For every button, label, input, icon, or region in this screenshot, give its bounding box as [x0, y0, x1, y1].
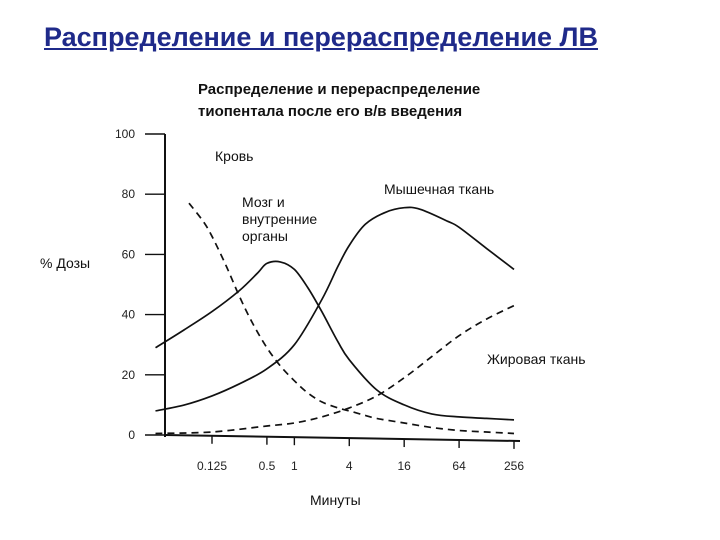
series-brain-organs-curve	[155, 260, 515, 421]
annotation-brain-organs: Мозг и внутренние органы	[242, 194, 317, 244]
y-tick-label: 60	[122, 247, 136, 261]
x-tick-label: 1	[291, 459, 298, 473]
x-tick-label: 16	[398, 459, 412, 473]
x-tick-label: 0.5	[259, 459, 276, 473]
chart-title-line-1: Распределение и перераспределение	[198, 81, 481, 98]
annotation-brain-organs-line: внутренние	[242, 211, 317, 227]
series-blood-curve	[188, 202, 515, 435]
annotation-brain-organs-line: Мозг и	[242, 194, 285, 210]
y-axis-label: % Дозы	[40, 255, 90, 271]
x-tick-label: 64	[452, 459, 466, 473]
x-tick-label: 4	[346, 459, 353, 473]
series-muscle-curve	[155, 206, 515, 412]
annotation-brain-organs-line: органы	[242, 228, 288, 244]
y-tick-label: 40	[122, 308, 136, 322]
x-axis-label: Минуты	[310, 492, 361, 508]
x-axis-line	[164, 434, 521, 442]
annotation-blood: Кровь	[215, 148, 253, 164]
x-tick-label: 256	[504, 459, 524, 473]
y-tick-label: 80	[122, 187, 136, 201]
chart-ticks: 0 20 40 60 80 100 0.125 0.5 1 4 16 64 256	[115, 127, 524, 473]
y-tick-label: 20	[122, 368, 136, 382]
series-fat-curve	[155, 304, 515, 435]
x-tick-label: 0.125	[197, 459, 227, 473]
chart-title: Распределение и перераспределение тиопен…	[198, 79, 480, 123]
y-tick-label: 0	[128, 428, 135, 442]
chart-curves	[155, 202, 515, 435]
annotation-fat: Жировая ткань	[487, 351, 586, 367]
y-tick-label: 100	[115, 127, 135, 141]
chart-title-line-2: тиопентала после его в/в введения	[198, 103, 463, 120]
annotation-muscle: Мышечная ткань	[384, 181, 494, 197]
chart-axes	[164, 134, 521, 442]
slide-title: Распределение и перераспределение ЛВ	[44, 22, 599, 52]
